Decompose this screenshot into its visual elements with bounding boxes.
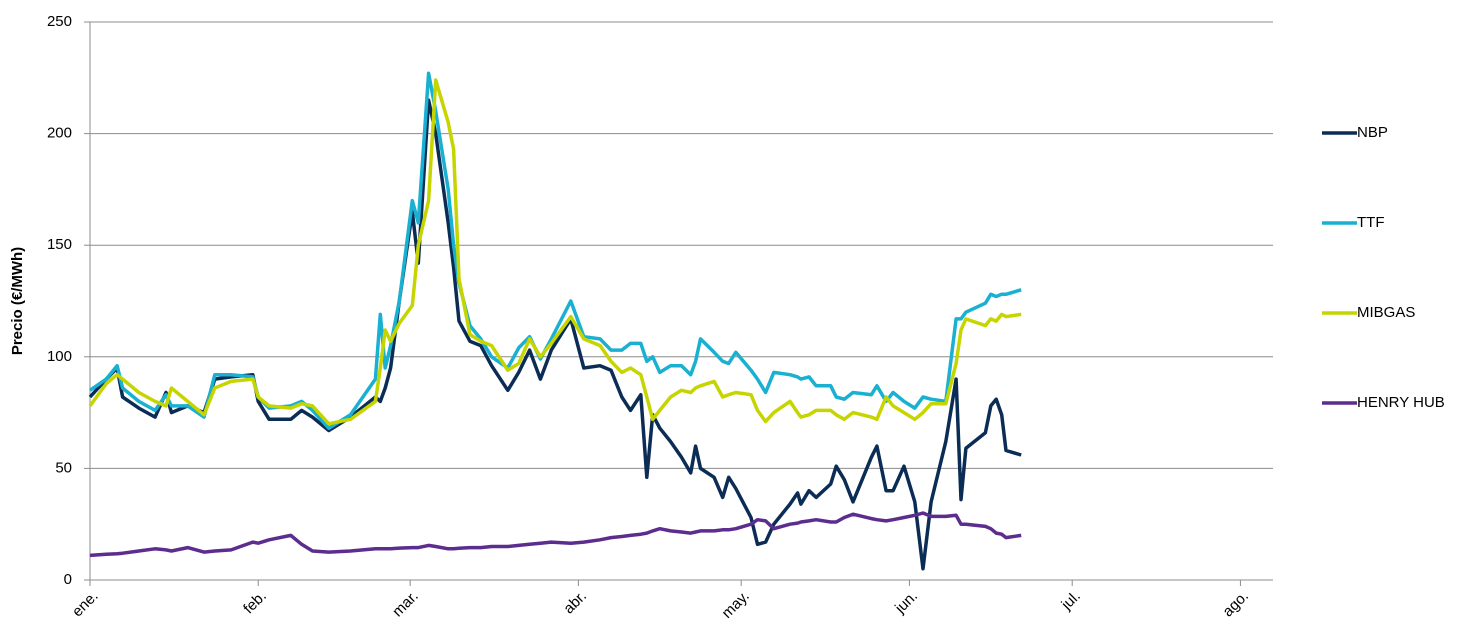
series-line [89, 511, 1022, 558]
y-tick-label: 0 [64, 571, 72, 588]
series-line [88, 78, 1022, 426]
y-tick-label: 50 [55, 459, 72, 476]
y-tick-label: 200 [47, 125, 72, 142]
y-tick-label: 250 [47, 13, 72, 30]
legend-label: MIBGAS [1357, 304, 1415, 321]
x-tick-label: ago. [1219, 588, 1252, 621]
x-tick-label: ene. [69, 588, 102, 621]
x-tick-label: abr. [560, 588, 590, 618]
x-tick-label: feb. [240, 588, 270, 618]
x-tick-label: jul. [1058, 588, 1084, 614]
legend-label: TTF [1357, 214, 1385, 231]
series-line [89, 71, 1022, 430]
x-tick-label: jun. [891, 588, 921, 618]
x-tick-label: may. [719, 588, 753, 622]
x-tick-label: mar. [389, 588, 422, 621]
legend-label: HENRY HUB [1357, 394, 1445, 411]
y-axis-label: Precio (€/MWh) [9, 247, 26, 355]
y-tick-label: 100 [47, 348, 72, 365]
series-line [88, 98, 1022, 571]
y-tick-label: 150 [47, 236, 72, 253]
legend-label: NBP [1357, 124, 1388, 141]
